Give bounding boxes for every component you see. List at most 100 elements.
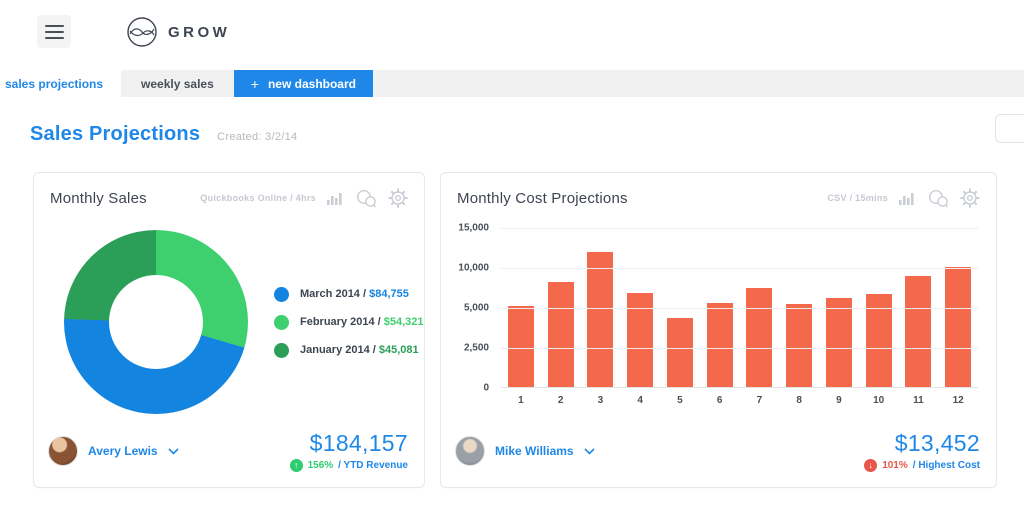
bar-month-9[interactable]	[825, 298, 852, 388]
monthly-sales-header: Monthly Sales Quickbooks Online / 4hrs	[34, 173, 424, 208]
gear-icon[interactable]	[388, 188, 408, 208]
bars-row	[501, 228, 978, 388]
chevron-down-icon	[168, 447, 179, 455]
gridline	[501, 308, 978, 309]
arrow-down-icon: ↓	[864, 459, 878, 472]
created-date: Created: 3/2/14	[217, 131, 298, 143]
logo-waves-icon	[127, 17, 157, 47]
data-source-label: CSV / 15mins	[827, 193, 888, 203]
grow-logo: GROW	[126, 16, 230, 48]
gridline	[501, 268, 978, 269]
y-tick-label: 5,000	[463, 302, 489, 314]
tab-sales-projections[interactable]: sales projections	[0, 70, 122, 97]
gridline	[501, 387, 978, 388]
dashboard-tabs: sales projections weekly sales + new das…	[0, 70, 1024, 97]
donut-chart[interactable]	[64, 230, 248, 414]
bar-month-7[interactable]	[746, 288, 773, 388]
card-title: Monthly Cost Projections	[457, 189, 628, 207]
owner-name: Avery Lewis	[88, 444, 158, 458]
bar-chart-icon[interactable]	[326, 190, 345, 206]
bar-month-3[interactable]	[587, 252, 614, 388]
x-tick-label: 12	[952, 395, 964, 406]
page-title: Sales Projections	[30, 123, 201, 145]
bar-chart-plot	[501, 228, 978, 388]
delta-label: / YTD Revenue	[338, 460, 408, 471]
bar-month-10[interactable]	[865, 294, 892, 388]
x-tick-label: 5	[677, 395, 683, 406]
y-tick-label: 10,000	[458, 262, 489, 274]
legend-item: March 2014 / $84,755	[274, 286, 424, 302]
monthly-cost-header: Monthly Cost Projections CSV / 15mins	[441, 173, 996, 208]
bar-month-1[interactable]	[507, 306, 534, 388]
delta-line: ↑ 156% / YTD Revenue	[289, 459, 408, 472]
card-meta-group: CSV / 15mins	[827, 188, 980, 208]
comments-icon[interactable]	[927, 189, 950, 208]
y-tick-label: 15,000	[458, 222, 489, 234]
top-bar: GROW	[0, 0, 1024, 70]
data-source-label: Quickbooks Online / 4hrs	[200, 193, 316, 203]
arrow-up-icon: ↑	[289, 459, 303, 472]
bar-month-8[interactable]	[786, 304, 813, 388]
bar-month-11[interactable]	[905, 276, 932, 388]
bar-month-12[interactable]	[945, 267, 972, 388]
monthly-sales-footer: Avery Lewis $184,157 ↑ 156% / YTD Revenu…	[34, 430, 424, 487]
new-dashboard-button[interactable]: + new dashboard	[233, 70, 373, 97]
card-total: $184,157 ↑ 156% / YTD Revenue	[289, 430, 408, 472]
delta-label: / Highest Cost	[912, 460, 980, 471]
avatar	[48, 436, 78, 466]
y-tick-label: 2,500	[463, 342, 489, 354]
monthly-sales-card: Monthly Sales Quickbooks Online / 4hrs	[33, 172, 425, 488]
cards-row: Monthly Sales Quickbooks Online / 4hrs	[33, 172, 1024, 488]
plus-icon: +	[250, 75, 259, 92]
x-tick-label: 7	[756, 395, 763, 406]
legend-dot	[274, 286, 289, 302]
bar-month-6[interactable]	[706, 303, 733, 388]
y-axis: 15,000 10,000 5,000 2,500 0	[455, 223, 501, 394]
delta-line: ↓ 101% / Highest Cost	[864, 459, 980, 472]
bar-chart-icon[interactable]	[898, 190, 917, 206]
x-tick-label: 1	[518, 395, 524, 406]
x-axis: 1 2 3 4 5 6 7 8 9 10 11 12	[455, 395, 978, 406]
bar-month-2[interactable]	[547, 282, 574, 388]
x-tick-label: 2	[557, 395, 564, 406]
legend-dot	[274, 314, 289, 330]
total-value: $13,452	[894, 430, 980, 456]
owner-selector[interactable]: Avery Lewis	[48, 436, 179, 466]
bar-month-5[interactable]	[666, 318, 693, 388]
menu-icon[interactable]	[37, 15, 71, 48]
monthly-cost-card: Monthly Cost Projections CSV / 15mins	[440, 172, 997, 488]
delta-percent: 101%	[882, 460, 908, 471]
donut-chart-area: March 2014 / $84,755 February 2014 / $54,…	[34, 208, 424, 430]
avatar	[455, 436, 485, 466]
comments-icon[interactable]	[355, 189, 378, 208]
legend-item: January 2014 / $45,081	[274, 342, 424, 358]
y-tick-label: 0	[483, 382, 489, 394]
x-tick-label: 9	[836, 395, 842, 406]
x-tick-label: 4	[637, 395, 643, 406]
x-tick-label: 11	[913, 395, 924, 406]
donut-legend: March 2014 / $84,755 February 2014 / $54,…	[274, 286, 424, 358]
legend-dot	[274, 342, 289, 358]
new-dashboard-label: new dashboard	[267, 76, 356, 91]
x-tick-label: 3	[597, 395, 604, 406]
x-tick-label: 10	[873, 395, 885, 406]
gridline	[501, 348, 978, 349]
tab-weekly-sales[interactable]: weekly sales	[141, 76, 214, 91]
bar-chart-area: 15,000 10,000 5,000 2,500 0 1 2 3 4 5 6 7 8 9 10 11 12	[455, 223, 978, 406]
owner-selector[interactable]: Mike Williams	[455, 436, 595, 466]
title-row: Sales Projections Created: 3/2/14	[30, 123, 1024, 146]
gear-icon[interactable]	[960, 188, 980, 208]
card-meta-group: Quickbooks Online / 4hrs	[200, 188, 408, 208]
total-value: $184,157	[309, 430, 408, 456]
legend-item: February 2014 / $54,321	[274, 314, 424, 330]
delta-percent: 156%	[307, 460, 334, 471]
gridline	[501, 228, 978, 229]
x-tick-label: 6	[716, 395, 723, 406]
card-total: $13,452 ↓ 101% / Highest Cost	[864, 430, 980, 472]
chevron-down-icon	[584, 447, 595, 455]
edge-action-button[interactable]	[995, 114, 1024, 143]
brand-name: GROW	[168, 23, 231, 41]
x-tick-label: 8	[796, 395, 802, 406]
monthly-cost-footer: Mike Williams $13,452 ↓ 101% / Highest C…	[441, 430, 996, 487]
